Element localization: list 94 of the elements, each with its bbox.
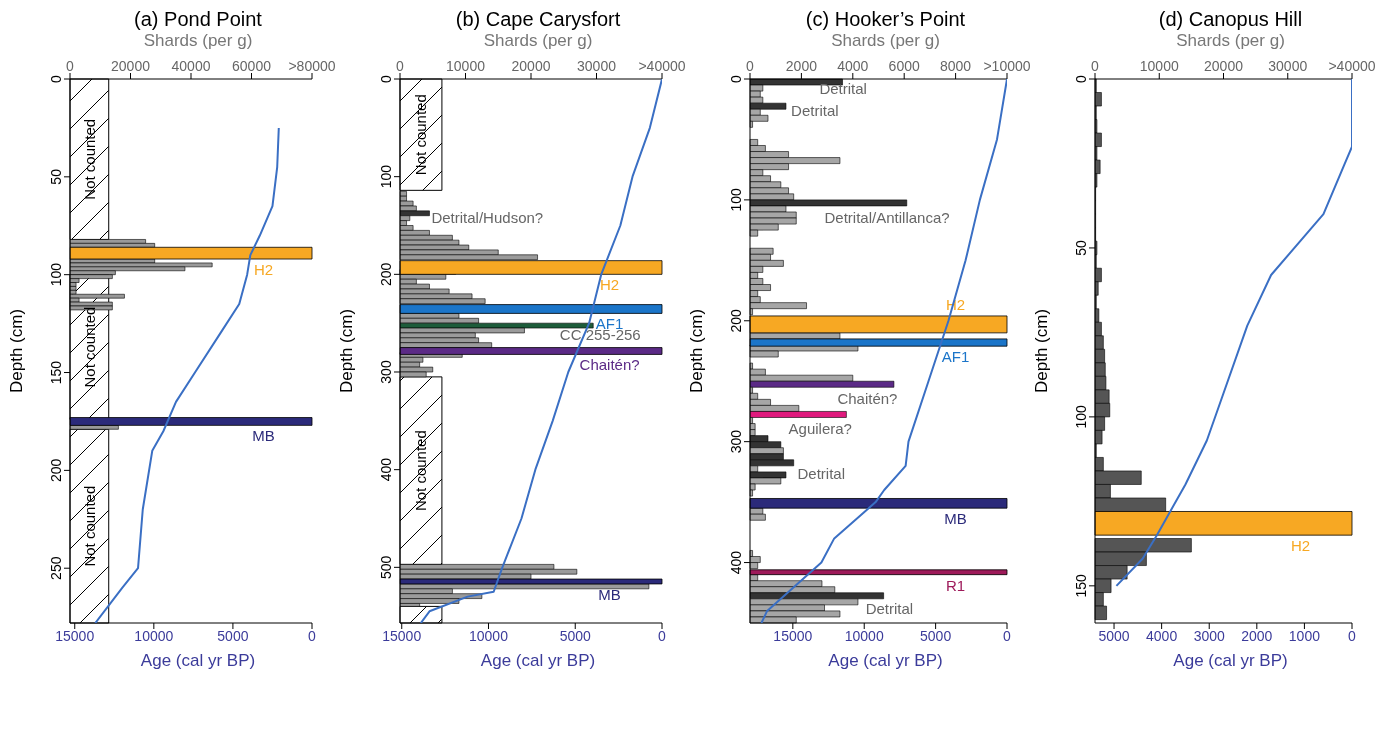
band-label: Chaitén? [579, 356, 640, 374]
annotation: Chaitén? [837, 390, 898, 408]
x2-tick-label: 0 [746, 58, 755, 74]
x-tick-label: 0 [1348, 627, 1357, 644]
y-tick-label: 400 [377, 457, 394, 482]
x-tick-label: 0 [308, 627, 317, 644]
x2-tick-label: 30000 [1268, 58, 1308, 74]
x2-axis-title: Shards (per g) [830, 31, 941, 51]
annotation: Detrital [797, 465, 846, 483]
y-tick-label: 200 [377, 262, 394, 287]
y-tick-label: 200 [727, 308, 744, 333]
chart-title: (c) Hooker’s Point [804, 8, 967, 31]
x-axis-title: Age (cal yr BP) [1172, 651, 1289, 671]
x-tick-label: 10000 [469, 627, 509, 644]
band-label: Not counted [80, 306, 98, 388]
x2-tick-label: 20000 [1204, 58, 1244, 74]
y-tick-label: 100 [1072, 405, 1089, 429]
x-tick-label: 1000 [1288, 627, 1321, 644]
y-tick-label: 250 [47, 556, 64, 580]
y-tick-label: 300 [377, 360, 394, 384]
x-tick-label: 0 [658, 627, 667, 644]
y-tick-label: 200 [47, 458, 64, 483]
band-label: MB [252, 427, 275, 445]
x2-tick-label: 20000 [111, 58, 151, 74]
y-tick-label: 100 [377, 164, 394, 189]
y-tick-label: 50 [1072, 239, 1089, 256]
x2-tick-label: 0 [396, 58, 405, 74]
annotation: Detrital [865, 600, 914, 618]
x-tick-label: 15000 [55, 627, 95, 644]
chart-title: (a) Pond Point [133, 8, 263, 31]
x-tick-label: 10000 [844, 627, 884, 644]
y-tick-label: 150 [47, 360, 64, 385]
annotation: Detrital/Hudson? [431, 208, 544, 226]
y-tick-label: 100 [727, 188, 744, 212]
x-tick-label: 10000 [134, 627, 174, 644]
y-tick-label: 100 [47, 262, 64, 287]
y-axis-title: Depth (cm) [7, 308, 27, 394]
x2-tick-label: 40000 [171, 58, 211, 74]
band-label: H2 [600, 276, 620, 294]
y-tick-label: 0 [377, 74, 394, 83]
x-tick-label: 15000 [773, 627, 813, 644]
x2-tick-label: 6000 [888, 58, 920, 74]
annotation: Aguilera? [788, 420, 852, 438]
band-label: H2 [1291, 537, 1311, 555]
x-tick-label: 3000 [1193, 627, 1225, 644]
x2-tick-label: >40000 [638, 58, 686, 74]
x2-tick-label: 30000 [577, 58, 617, 74]
x-tick-label: 15000 [382, 627, 422, 644]
y-tick-label: 400 [727, 550, 744, 575]
annotation: Detrital [791, 101, 839, 119]
y-axis-title: Depth (cm) [687, 308, 707, 394]
y-axis-title: Depth (cm) [1032, 308, 1052, 394]
x-tick-label: 2000 [1241, 627, 1273, 644]
y-tick-label: 0 [1072, 74, 1089, 83]
x-tick-label: 5000 [920, 627, 952, 644]
y-axis-title: Depth (cm) [337, 308, 357, 394]
x-tick-label: 5000 [1098, 627, 1130, 644]
band-label: H2 [254, 261, 274, 279]
y-tick-label: 0 [727, 74, 744, 83]
band-label: R1 [946, 576, 966, 594]
x-tick-label: 5000 [217, 627, 249, 644]
band-label: MB [944, 510, 967, 528]
x-axis-title: Age (cal yr BP) [827, 651, 944, 671]
band-label: MB [598, 585, 621, 603]
y-tick-label: 0 [47, 74, 64, 83]
annotation: Detrital [819, 79, 867, 97]
band-label: AF1 [941, 348, 970, 366]
x-axis-title: Age (cal yr BP) [479, 651, 597, 671]
x2-tick-label: 10000 [1139, 58, 1179, 74]
annotation: Detrital/Antillanca? [824, 209, 950, 227]
x2-axis-title: Shards (per g) [1175, 31, 1286, 51]
x-tick-label: 0 [1003, 627, 1012, 644]
x2-tick-label: 2000 [785, 58, 818, 74]
x2-tick-label: 60000 [232, 58, 272, 74]
x2-tick-label: >10000 [983, 58, 1031, 74]
y-tick-label: 500 [377, 555, 394, 580]
x2-tick-label: 20000 [511, 58, 551, 74]
x2-axis-title: Shards (per g) [142, 31, 254, 51]
x2-tick-label: >80000 [288, 58, 336, 74]
x-tick-label: 4000 [1146, 627, 1178, 644]
x-tick-label: 5000 [559, 627, 592, 644]
chart-title: (b) Cape Carysfort [454, 8, 622, 31]
x2-tick-label: 10000 [446, 58, 486, 74]
x-axis-title: Age (cal yr BP) [139, 651, 257, 671]
y-tick-label: 50 [47, 168, 64, 185]
y-tick-label: 300 [727, 429, 744, 454]
x2-tick-label: >40000 [1328, 58, 1376, 74]
x2-tick-label: 4000 [837, 58, 869, 74]
x2-tick-label: 0 [1091, 58, 1100, 74]
chart-title: (d) Canopus Hill [1157, 8, 1304, 31]
x2-axis-title: Shards (per g) [482, 31, 594, 51]
x2-tick-label: 8000 [940, 58, 972, 74]
y-tick-label: 150 [1072, 573, 1089, 598]
x2-tick-label: 0 [66, 58, 75, 74]
